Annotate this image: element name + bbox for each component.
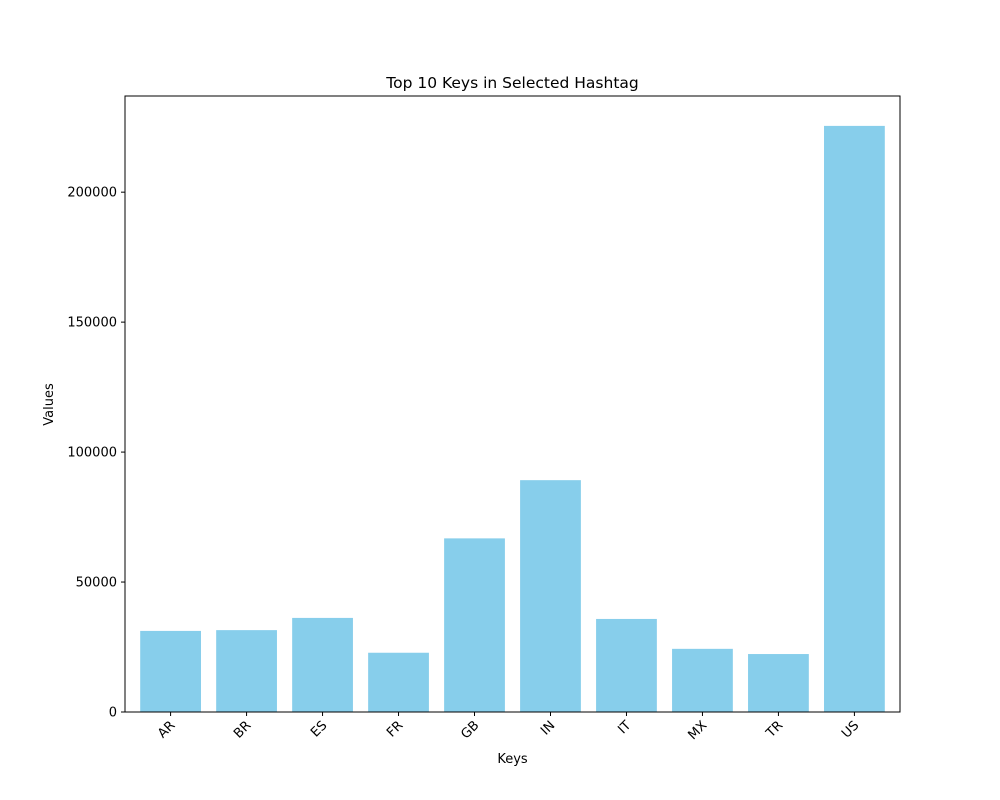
x-tick-label-tr: TR xyxy=(763,718,786,741)
bar-br xyxy=(216,630,277,712)
plot-frame xyxy=(124,95,901,713)
bar-in xyxy=(520,480,581,712)
y-tick-label: 200000 xyxy=(67,186,117,201)
x-axis-label: Keys xyxy=(497,752,528,767)
y-axis-label: Values xyxy=(42,383,57,426)
x-tick-label-in: IN xyxy=(538,718,558,738)
x-tick-label-ar: AR xyxy=(155,718,178,741)
bar-es xyxy=(292,617,353,712)
bars-layer xyxy=(140,125,885,712)
x-tick-label-mx: MX xyxy=(685,718,710,743)
x-tick-label-es: ES xyxy=(308,718,330,740)
bar-fr xyxy=(368,652,429,712)
y-tick-label: 0 xyxy=(109,706,117,721)
x-tick-label-gb: GB xyxy=(458,718,482,742)
bar-tr xyxy=(748,654,809,712)
bar-gb xyxy=(444,538,505,712)
bar-it xyxy=(596,618,657,712)
chart-title: Top 10 Keys in Selected Hashtag xyxy=(385,74,638,92)
bar-mx xyxy=(672,648,733,712)
x-tick-label-us: US xyxy=(839,718,862,741)
y-tick-label: 50000 xyxy=(76,576,117,591)
x-tick-label-fr: FR xyxy=(384,718,406,740)
y-tick-label: 100000 xyxy=(67,446,117,461)
x-tick-label-br: BR xyxy=(231,718,254,741)
y-tick-label: 150000 xyxy=(67,316,117,331)
axes-layer xyxy=(124,95,901,713)
x-tick-label-it: IT xyxy=(615,718,634,737)
bar-ar xyxy=(140,630,201,712)
bar-us xyxy=(824,125,885,712)
